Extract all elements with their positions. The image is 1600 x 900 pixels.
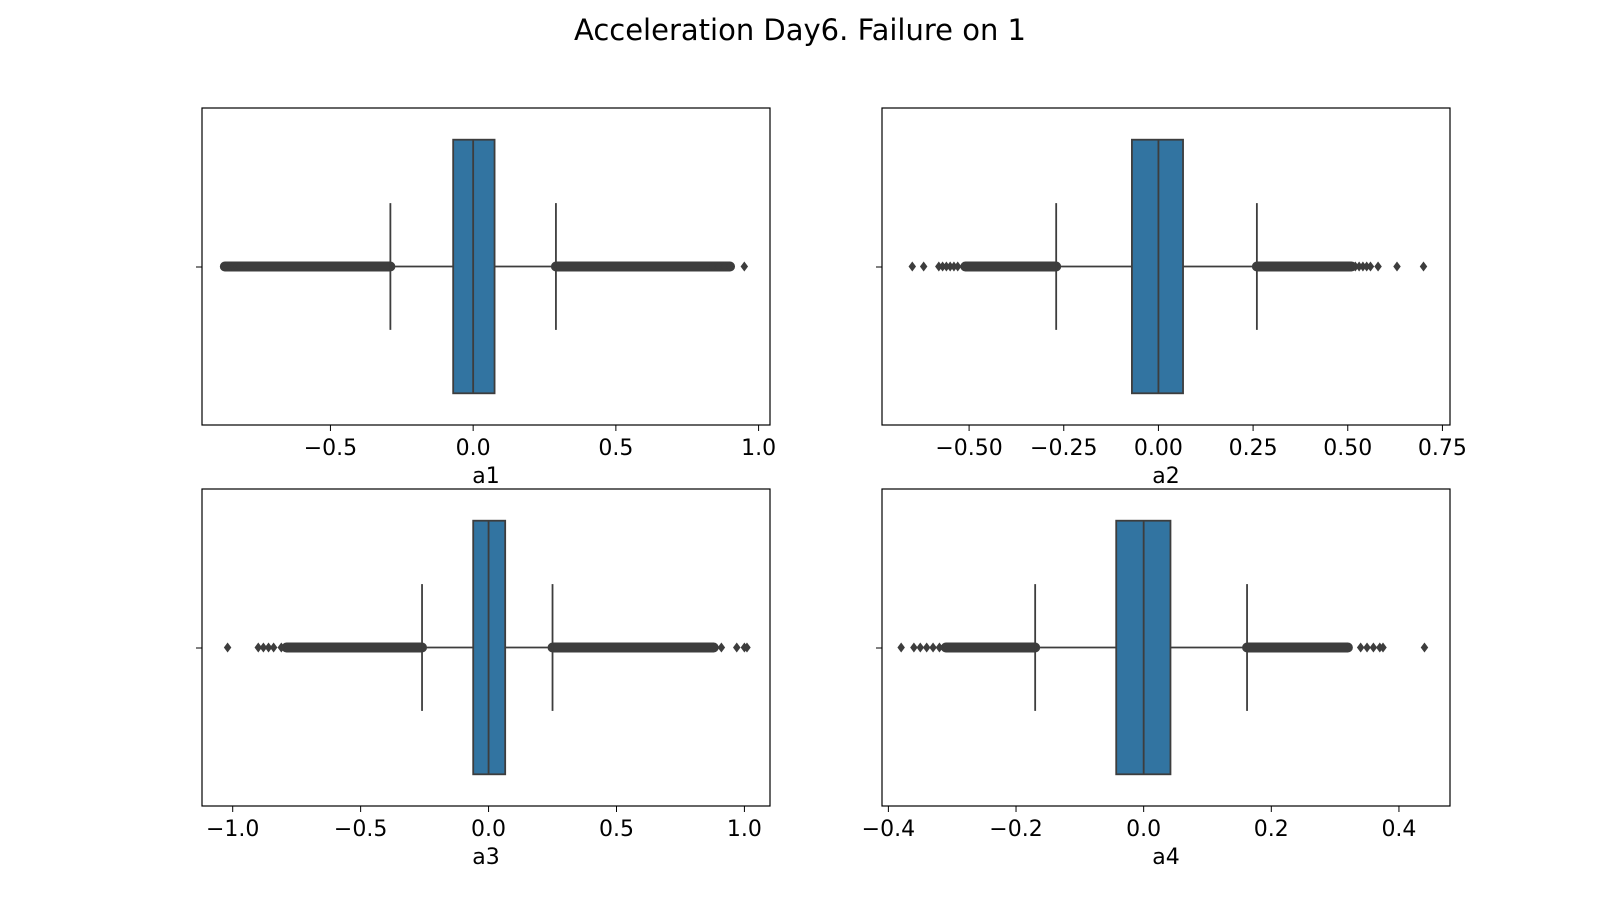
outlier-point [709, 261, 717, 272]
x-tick-label: 1.0 [741, 436, 776, 461]
x-tick-label: −0.50 [935, 436, 1002, 461]
plot-area [219, 138, 749, 395]
x-tick-label: 0.0 [471, 817, 506, 842]
outlier-point [743, 642, 751, 653]
x-tick-label: −0.2 [989, 817, 1042, 842]
outlier-point [264, 642, 273, 653]
x-tick-label: −0.5 [334, 817, 387, 842]
x-tick-label: 0.25 [1229, 436, 1278, 461]
outlier-point [235, 261, 243, 272]
outlier-point [908, 261, 917, 272]
outlier-point [1363, 642, 1371, 653]
outlier-point [938, 261, 947, 272]
outlier-point [221, 261, 229, 272]
outlier-point [1420, 642, 1429, 653]
outlier-point [1393, 261, 1401, 272]
outlier-point [1359, 261, 1367, 272]
x-tick-label: 0.5 [598, 436, 633, 461]
subplot-a2: −0.50 −0.25 0.00 0.25 0.50 0.75 a2 [876, 107, 1467, 489]
outlier-point [929, 642, 937, 653]
outlier-point [1374, 261, 1382, 272]
outlier-point [950, 261, 958, 272]
outlier-point [269, 642, 278, 653]
x-tick-label: 1.0 [727, 817, 762, 842]
outlier-point [277, 642, 286, 653]
outlier-point [720, 261, 729, 272]
outlier-point [1362, 261, 1371, 272]
x-ticks: −1.0 −0.5 0.0 0.5 1.0 [206, 806, 762, 842]
outlier-point [259, 642, 268, 653]
x-axis-label: a2 [1152, 464, 1179, 489]
outlier-point [1366, 261, 1375, 272]
x-ticks: −0.4 −0.2 0.0 0.2 0.4 [862, 806, 1416, 842]
outlier-point [726, 261, 734, 272]
outlier-point [935, 642, 944, 653]
x-tick-label: 0.00 [1134, 436, 1183, 461]
outlier-point [717, 642, 726, 653]
x-tick-label: 0.50 [1323, 436, 1372, 461]
box-iqr [1131, 138, 1184, 395]
x-axis-label: a1 [472, 464, 499, 489]
outlier-point [919, 261, 928, 272]
figure-title: Acceleration Day6. Failure on 1 [574, 13, 1026, 47]
x-tick-label: 0.0 [1126, 817, 1161, 842]
subplot-a1: −0.5 0.0 0.5 1.0 a1 [196, 107, 776, 489]
x-tick-label: 0.2 [1254, 817, 1289, 842]
outlier-point [1379, 642, 1387, 653]
outlier-point [223, 642, 232, 653]
x-tick-label: −1.0 [206, 817, 259, 842]
plot-area [223, 519, 751, 776]
outlier-point [922, 642, 931, 653]
plot-area [897, 519, 1429, 776]
outlier-point [953, 261, 962, 272]
outlier-point [942, 261, 951, 272]
x-tick-label: 0.75 [1418, 436, 1467, 461]
x-tick-label: 0.5 [599, 817, 634, 842]
x-tick-label: 0.4 [1381, 817, 1416, 842]
outlier-point [1369, 642, 1378, 653]
outlier-point [714, 261, 723, 272]
outlier-point [732, 642, 741, 653]
x-tick-label: −0.5 [304, 436, 357, 461]
x-tick-label: 0.0 [456, 436, 491, 461]
x-ticks: −0.50 −0.25 0.00 0.25 0.50 0.75 [935, 425, 1467, 461]
outlier-point [935, 261, 943, 272]
outlier-point [916, 642, 925, 653]
subplot-a4: −0.4 −0.2 0.0 0.2 0.4 a4 [862, 488, 1451, 870]
outlier-point [1419, 261, 1428, 272]
subplot-a3: −1.0 −0.5 0.0 0.5 1.0 a3 [196, 488, 771, 870]
plot-area [908, 138, 1428, 395]
x-tick-label: −0.4 [862, 817, 915, 842]
outlier-point [910, 642, 918, 653]
x-axis-label: a3 [472, 845, 499, 870]
x-axis-label: a4 [1152, 845, 1179, 870]
outlier-point [897, 642, 905, 653]
outlier-point [740, 261, 749, 272]
outlier-point [254, 642, 263, 653]
outlier-point [1355, 261, 1363, 272]
outlier-point [946, 261, 954, 272]
outlier-point [1351, 261, 1360, 272]
outlier-point [1356, 642, 1365, 653]
x-ticks: −0.5 0.0 0.5 1.0 [304, 425, 776, 461]
x-tick-label: −0.25 [1030, 436, 1097, 461]
